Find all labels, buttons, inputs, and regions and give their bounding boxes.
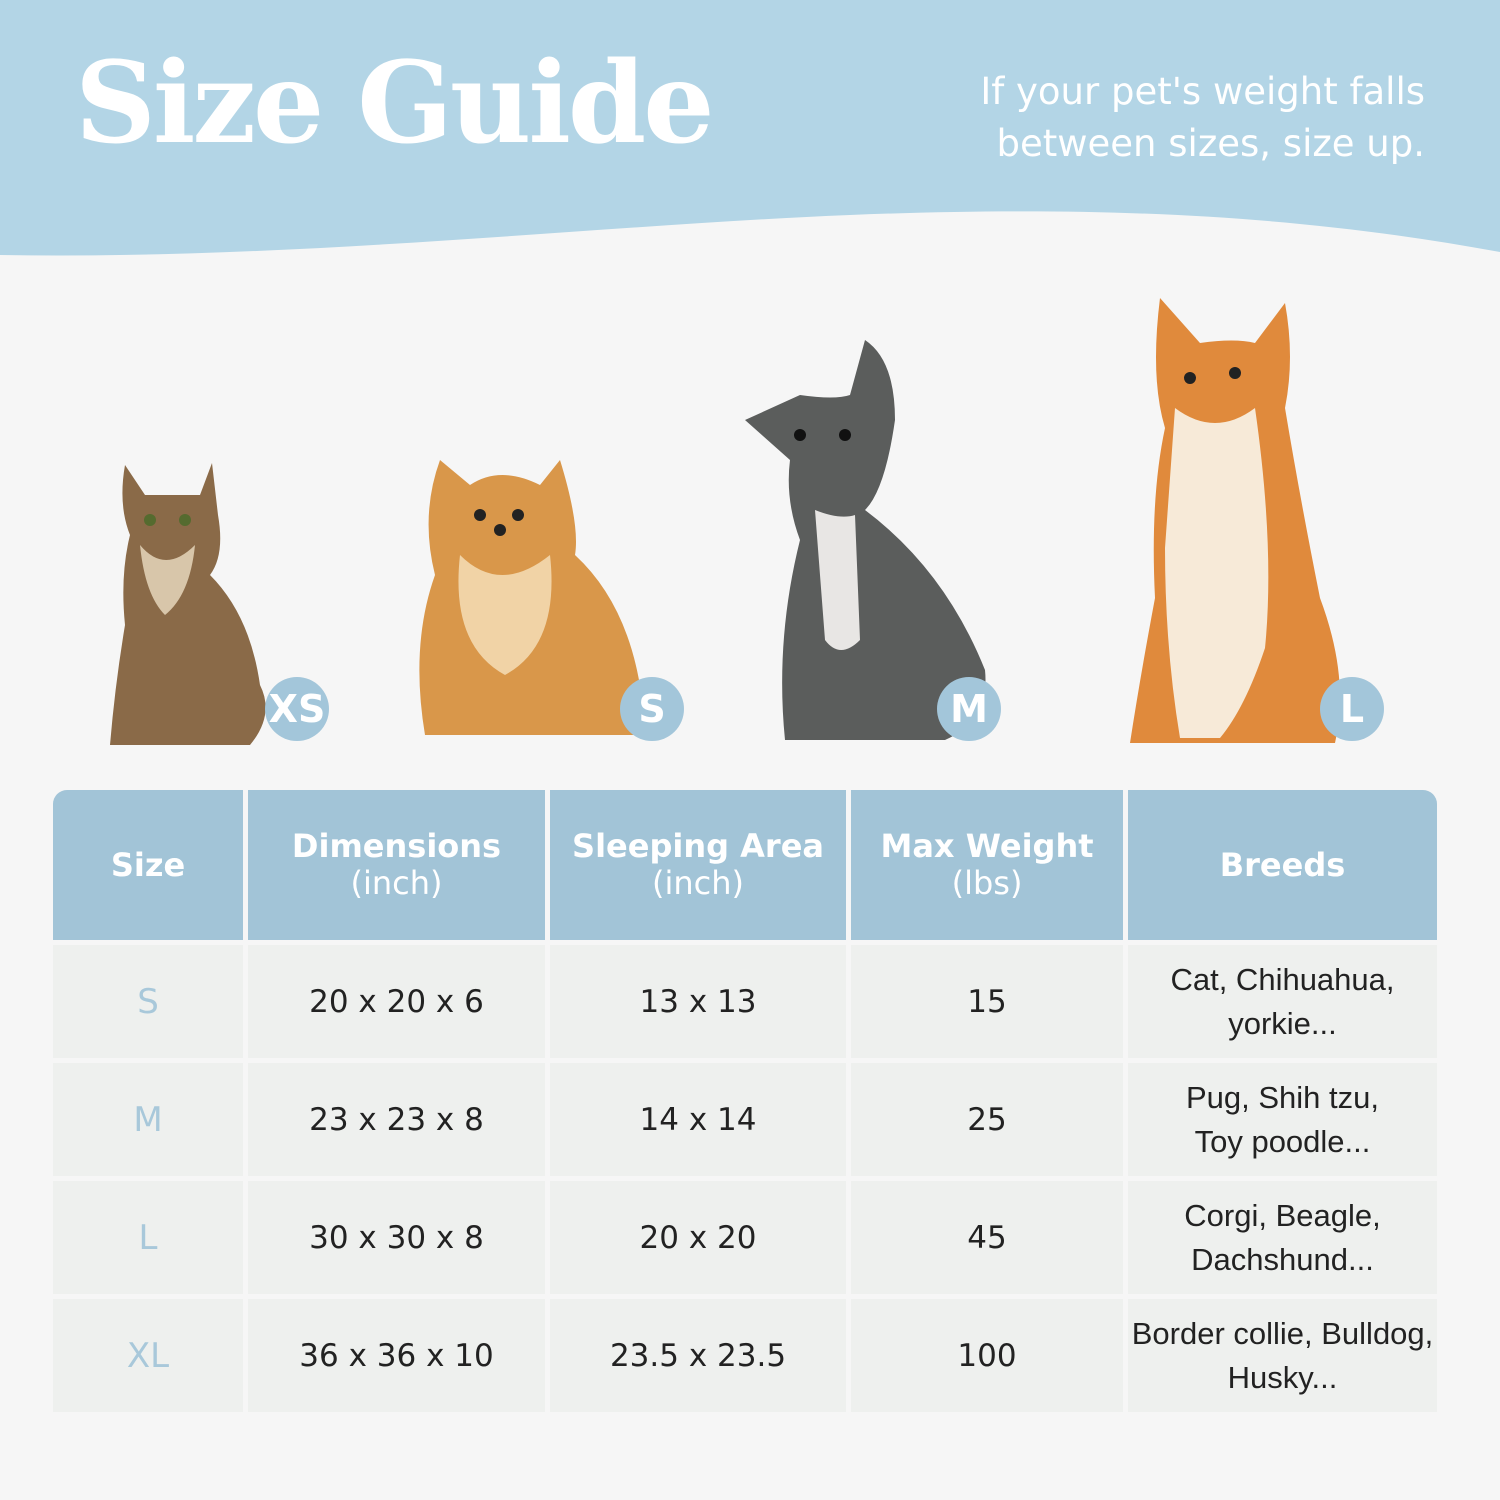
header-label: Breeds (1219, 845, 1346, 884)
breeds-line: Toy poodle... (1194, 1123, 1371, 1159)
cell-size: S (53, 945, 243, 1058)
french-bulldog-image (745, 340, 986, 740)
size-badge-s: S (620, 677, 684, 741)
breeds-line: yorkie... (1228, 1005, 1337, 1041)
cat-image (110, 463, 266, 745)
breeds-line: Border collie, Bulldog, (1131, 1315, 1434, 1351)
table-row: S 20 x 20 x 6 13 x 13 15 Cat, Chihuahua, york… (53, 945, 1437, 1058)
header-size: Size (53, 790, 243, 940)
tip-line-2: between sizes, size up. (996, 122, 1426, 165)
pomeranian-image (419, 460, 645, 735)
page-title: Size Guide (75, 38, 714, 169)
cell-dimensions: 23 x 23 x 8 (248, 1063, 545, 1176)
cell-sleeping-area: 14 x 14 (550, 1063, 846, 1176)
shiba-inu-image (1130, 298, 1340, 743)
tip-line-1: If your pet's weight falls (980, 70, 1425, 113)
header-unit: (inch) (651, 864, 744, 902)
cell-max-weight: 15 (851, 945, 1123, 1058)
header-max-weight: Max Weight (lbs) (851, 790, 1123, 940)
cell-dimensions: 30 x 30 x 8 (248, 1181, 545, 1294)
cell-max-weight: 100 (851, 1299, 1123, 1412)
header-unit: (lbs) (951, 864, 1023, 902)
table-row: M 23 x 23 x 8 14 x 14 25 Pug, Shih tzu, Toy p… (53, 1063, 1437, 1176)
breeds-line: Cat, Chihuahua, (1170, 961, 1395, 997)
size-badge-m: M (937, 677, 1001, 741)
cell-breeds: Pug, Shih tzu, Toy poodle... (1128, 1063, 1437, 1176)
header-label: Dimensions (291, 827, 502, 865)
size-badge-l: L (1320, 677, 1384, 741)
cell-dimensions: 36 x 36 x 10 (248, 1299, 545, 1412)
cell-size: M (53, 1063, 243, 1176)
header-dimensions: Dimensions (inch) (248, 790, 545, 940)
breeds-line: Corgi, Beagle, (1184, 1197, 1381, 1233)
cell-breeds: Corgi, Beagle, Dachshund... (1128, 1181, 1437, 1294)
cell-sleeping-area: 23.5 x 23.5 (550, 1299, 846, 1412)
cell-breeds: Cat, Chihuahua, yorkie... (1128, 945, 1437, 1058)
cell-sleeping-area: 13 x 13 (550, 945, 846, 1058)
breeds-line: Dachshund... (1191, 1241, 1374, 1277)
cell-breeds: Border collie, Bulldog, Husky... (1128, 1299, 1437, 1412)
breeds-line: Husky... (1227, 1359, 1338, 1395)
header-label: Size (110, 845, 186, 884)
cell-size: L (53, 1181, 243, 1294)
cell-size: XL (53, 1299, 243, 1412)
header-label: Max Weight (880, 827, 1094, 865)
breeds-line: Pug, Shih tzu, (1185, 1079, 1379, 1115)
table-header-row: Size Dimensions (inch) Sleeping Area (inch… (53, 790, 1437, 940)
sizing-tip: If your pet's weight falls between sizes… (980, 66, 1425, 170)
size-table: Size Dimensions (inch) Sleeping Area (inch… (48, 785, 1442, 1417)
header-sleeping-area: Sleeping Area (inch) (550, 790, 846, 940)
size-badge-xs: XS (265, 677, 329, 741)
cell-dimensions: 20 x 20 x 6 (248, 945, 545, 1058)
cell-max-weight: 45 (851, 1181, 1123, 1294)
cell-max-weight: 25 (851, 1063, 1123, 1176)
table-row: XL 36 x 36 x 10 23.5 x 23.5 100 Border colli… (53, 1299, 1437, 1412)
header-label: Sleeping Area (572, 827, 824, 865)
header-banner (0, 0, 1500, 256)
cell-sleeping-area: 20 x 20 (550, 1181, 846, 1294)
header-unit: (inch) (350, 864, 443, 902)
table-row: L 30 x 30 x 8 20 x 20 45 Corgi, Beagle, Dachs… (53, 1181, 1437, 1294)
header-breeds: Breeds (1128, 790, 1437, 940)
